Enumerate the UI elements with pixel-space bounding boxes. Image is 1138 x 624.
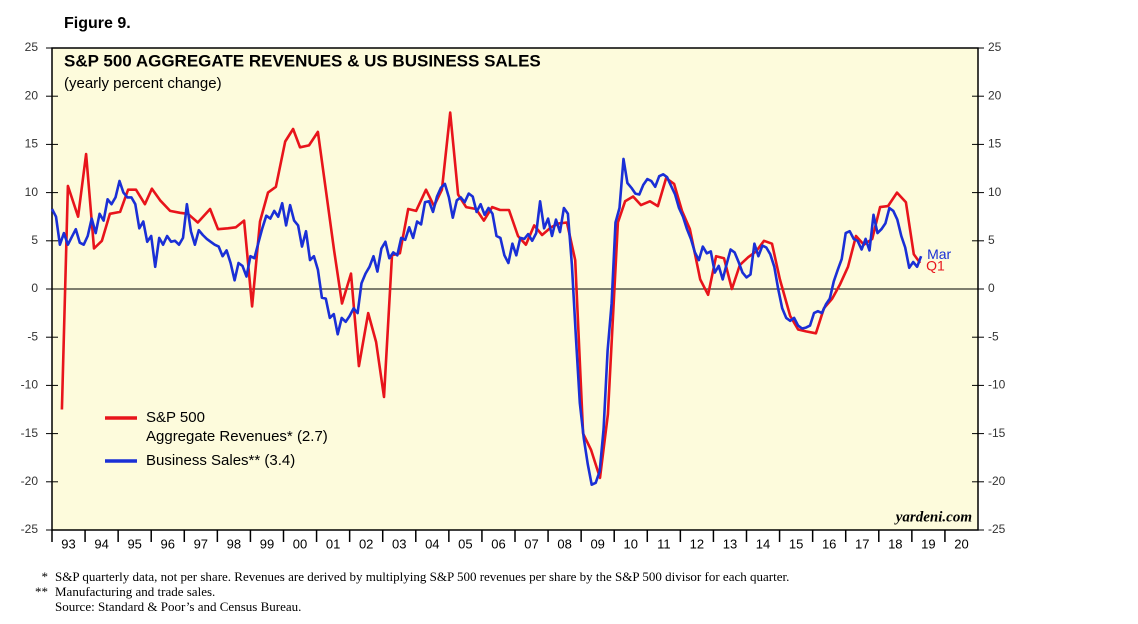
y-tick-label-right: -20 [988, 474, 1006, 488]
x-tick-label: 06 [491, 536, 505, 551]
x-tick-label: 17 [855, 536, 869, 551]
x-tick-label: 15 [789, 536, 803, 551]
x-tick-label: 03 [392, 536, 406, 551]
x-tick-label: 93 [61, 536, 75, 551]
end-label: Mar [927, 246, 951, 262]
footnote-marker: ** [35, 584, 48, 599]
x-tick-label: 04 [425, 536, 439, 551]
y-tick-label-right: 25 [988, 40, 1002, 54]
x-tick-label: 13 [723, 536, 737, 551]
x-tick-label: 95 [127, 536, 141, 551]
legend-label: S&P 500 Aggregate Revenues* (2.7) [146, 409, 328, 445]
x-tick-label: 19 [921, 536, 935, 551]
footnote: S&P quarterly data, not per share. Reven… [55, 569, 789, 584]
x-tick-label: 10 [624, 536, 638, 551]
y-tick-label: -5 [27, 329, 38, 343]
chart-subtitle: (yearly percent change) [64, 75, 222, 92]
footnote: Manufacturing and trade sales. [55, 584, 215, 599]
y-tick-label: 10 [25, 185, 39, 199]
x-tick-label: 08 [557, 536, 571, 551]
legend-label: Business Sales** (3.4) [146, 452, 296, 469]
x-tick-label: 02 [359, 536, 373, 551]
source-mark: yardeni.com [894, 509, 972, 525]
y-tick-label-right: 20 [988, 88, 1002, 102]
x-tick-label: 09 [590, 536, 604, 551]
y-tick-label-right: -10 [988, 378, 1006, 392]
x-tick-label: 96 [161, 536, 175, 551]
x-tick-label: 12 [690, 536, 704, 551]
footnote: Source: Standard & Poor’s and Census Bur… [55, 599, 301, 614]
y-tick-label-right: 5 [988, 233, 995, 247]
chart-title: S&P 500 AGGREGATE REVENUES & US BUSINESS… [64, 51, 541, 70]
x-tick-label: 05 [458, 536, 472, 551]
y-tick-label: -25 [21, 522, 39, 536]
y-tick-label: -20 [21, 474, 39, 488]
x-tick-label: 18 [888, 536, 902, 551]
y-tick-label-right: 10 [988, 185, 1002, 199]
series-line [50, 157, 923, 486]
x-tick-label: 94 [94, 536, 108, 551]
x-tick-label: 99 [260, 536, 274, 551]
end-label: Q1 [926, 258, 945, 274]
footnote-marker: * [42, 569, 49, 584]
x-tick-label: 01 [326, 536, 340, 551]
y-tick-label: 0 [31, 281, 38, 295]
figure-label: Figure 9. [64, 15, 131, 32]
series-line [60, 111, 922, 480]
x-tick-label: 97 [194, 536, 208, 551]
y-tick-label-right: -25 [988, 522, 1006, 536]
x-tick-label: 07 [524, 536, 538, 551]
y-tick-label-right: 15 [988, 137, 1002, 151]
x-tick-label: 16 [822, 536, 836, 551]
y-tick-label-right: -15 [988, 426, 1006, 440]
y-tick-label: 20 [25, 88, 39, 102]
y-tick-label: -15 [21, 426, 39, 440]
x-tick-label: 20 [954, 536, 968, 551]
y-tick-label-right: 0 [988, 281, 995, 295]
y-tick-label: 5 [31, 233, 38, 247]
y-tick-label-right: -5 [988, 329, 999, 343]
y-tick-label: 15 [25, 137, 39, 151]
y-tick-label: -10 [21, 378, 39, 392]
x-tick-label: 14 [756, 536, 770, 551]
x-tick-label: 00 [293, 536, 307, 551]
y-tick-label: 25 [25, 40, 39, 54]
x-tick-label: 11 [657, 536, 671, 551]
x-tick-label: 98 [227, 536, 241, 551]
